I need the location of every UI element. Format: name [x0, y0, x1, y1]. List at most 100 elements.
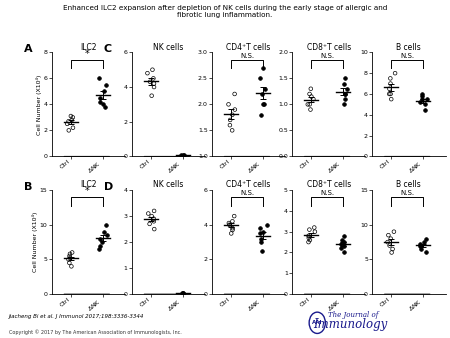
Point: [338, 246, 345, 251]
Point: [225, 102, 232, 107]
Point: [263, 222, 270, 227]
Point: [69, 115, 76, 120]
Point: [422, 250, 429, 255]
Point: [256, 225, 263, 231]
Text: AAI: AAI: [312, 320, 323, 325]
Point: [67, 113, 74, 119]
Point: [145, 211, 152, 216]
Point: [417, 100, 424, 105]
Point: [103, 82, 110, 88]
Point: [342, 96, 349, 102]
Point: [422, 102, 429, 107]
Point: [260, 229, 267, 235]
Point: [150, 216, 158, 221]
Point: [306, 237, 314, 243]
Point: [256, 76, 264, 81]
Point: [179, 290, 186, 295]
Point: [338, 237, 346, 243]
Point: [417, 243, 424, 248]
Point: [101, 104, 108, 110]
Point: [146, 79, 153, 84]
Title: NK cells: NK cells: [153, 180, 184, 189]
Point: [342, 76, 349, 81]
Title: B cells: B cells: [396, 180, 421, 189]
Point: [341, 91, 348, 97]
Title: B cells: B cells: [396, 43, 421, 52]
Point: [66, 253, 73, 259]
Point: [257, 239, 265, 245]
Y-axis label: Cell Number (X10⁴): Cell Number (X10⁴): [36, 74, 42, 135]
Text: Papain: Papain: [312, 200, 342, 209]
Point: [95, 76, 103, 81]
Title: ILC2: ILC2: [80, 180, 97, 189]
Point: [422, 107, 429, 112]
Point: [418, 93, 426, 99]
Point: [149, 67, 156, 72]
Point: [179, 290, 186, 295]
Text: N.S.: N.S.: [240, 53, 254, 58]
Point: [231, 107, 239, 112]
Point: [256, 231, 264, 236]
Point: [69, 125, 76, 130]
Point: [310, 96, 317, 102]
Text: C: C: [104, 44, 112, 54]
Text: D: D: [104, 182, 113, 192]
Point: [148, 93, 155, 98]
Point: [65, 128, 72, 133]
Point: [97, 243, 104, 248]
Point: [259, 91, 266, 97]
Point: [304, 102, 311, 107]
Text: Immunology: Immunology: [313, 318, 387, 331]
Point: [66, 260, 73, 266]
Point: [146, 221, 153, 226]
Point: [229, 219, 236, 224]
Point: [257, 112, 265, 117]
Point: [98, 239, 105, 245]
Point: [150, 81, 158, 86]
Point: [148, 213, 155, 219]
Point: [420, 239, 427, 245]
Title: NK cells: NK cells: [153, 43, 184, 52]
Point: [260, 102, 267, 107]
Point: [305, 235, 312, 241]
Point: [229, 225, 236, 231]
Title: CD4⁺T cells: CD4⁺T cells: [226, 180, 271, 189]
Point: [68, 264, 75, 269]
Point: [102, 222, 109, 227]
Point: [386, 86, 393, 92]
Text: Copyright © 2017 by The American Association of Immunologists, Inc.: Copyright © 2017 by The American Associa…: [9, 329, 182, 335]
Text: B: B: [24, 182, 32, 192]
Point: [387, 81, 394, 86]
Point: [66, 251, 73, 257]
Point: [305, 239, 312, 245]
Point: [423, 236, 430, 241]
Text: Papain: Papain: [392, 200, 422, 209]
Point: [340, 233, 347, 239]
Point: [99, 102, 107, 107]
Text: Enhanced ILC2 expansion after depletion of NK cells during the early stage of al: Enhanced ILC2 expansion after depletion …: [63, 5, 387, 18]
Point: [63, 121, 71, 126]
Point: [423, 96, 430, 102]
Point: [179, 290, 186, 295]
Point: [151, 226, 158, 232]
Point: [307, 107, 314, 112]
Point: [340, 81, 347, 86]
Point: [180, 153, 188, 158]
Text: N.S.: N.S.: [240, 190, 254, 196]
Point: [310, 225, 318, 230]
Point: [228, 231, 235, 236]
Text: *: *: [85, 49, 89, 58]
Text: N.S.: N.S.: [320, 190, 334, 196]
Point: [101, 89, 108, 94]
Point: [261, 86, 269, 92]
Text: Papain: Papain: [72, 200, 102, 209]
Point: [260, 65, 267, 71]
Point: [180, 153, 187, 158]
Point: [230, 213, 238, 219]
Point: [150, 208, 158, 214]
Point: [387, 76, 394, 81]
Point: [150, 84, 158, 90]
Point: [387, 91, 394, 97]
Point: [341, 250, 348, 255]
Point: [258, 236, 265, 241]
